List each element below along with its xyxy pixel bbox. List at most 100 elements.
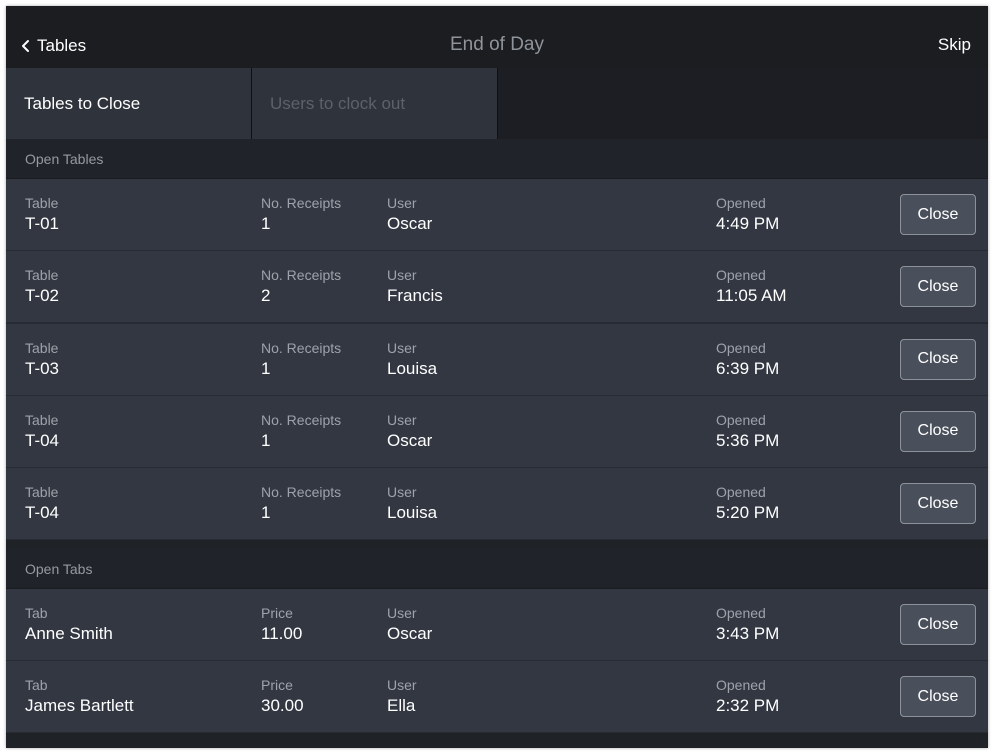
back-button[interactable]: Tables [16, 34, 86, 58]
tab-user-value: Oscar [387, 624, 433, 643]
tab-name: Tab Anne Smith [25, 605, 113, 644]
table-user: User Oscar [387, 412, 432, 451]
opened-time-value: 3:43 PM [716, 624, 780, 643]
open-tabs-header: Open Tabs [6, 549, 988, 589]
receipts-count: No. Receipts 1 [261, 484, 341, 523]
segment-control: Tables to Close Users to clock out [6, 68, 988, 139]
table-name: Table T-03 [25, 340, 59, 379]
receipts-count: No. Receipts 1 [261, 340, 341, 379]
tab-row: Tab James Bartlett Price 30.00 User Ella Opene… [6, 661, 988, 734]
table-user-label: User [387, 267, 417, 284]
tab-name-label: Tab [25, 677, 48, 694]
table-user-value: Oscar [387, 214, 433, 233]
opened-time-label: Opened [716, 484, 766, 500]
table-user-value: Francis [387, 286, 443, 306]
tab-price-label: Price [261, 677, 293, 694]
table-name: Table T-04 [25, 412, 59, 451]
table-name-value: T-01 [25, 214, 60, 233]
tab-price: Price 30.00 [261, 677, 304, 716]
table-user-value: Louisa [387, 503, 438, 522]
opened-time-label: Opened [716, 605, 766, 621]
close-table-button[interactable]: Close [900, 194, 976, 235]
table-name: Table T-01 [25, 195, 59, 234]
opened-time: Opened 4:49 PM [716, 195, 779, 234]
table-user-label: User [387, 339, 417, 356]
close-table-button[interactable]: Close [900, 338, 976, 380]
navigation-bar: Tables End of Day Skip [6, 6, 988, 68]
table-name: Table T-02 [25, 267, 59, 306]
tab-name-value: James Bartlett [25, 696, 134, 716]
tab-users-to-clock-out[interactable]: Users to clock out [252, 68, 498, 139]
table-name-label: Table [25, 411, 59, 428]
close-table-button[interactable]: Close [900, 410, 976, 452]
tab-tables-to-close[interactable]: Tables to Close [6, 68, 252, 139]
opened-time-value: 5:36 PM [716, 430, 780, 450]
opened-time-label: Opened [716, 267, 766, 284]
tab-name: Tab James Bartlett [25, 677, 134, 716]
end-of-day-screen: Tables End of Day Skip Tables to Close U… [6, 6, 988, 748]
receipts-count-label: No. Receipts [261, 267, 342, 284]
tab-price-value: 30.00 [261, 696, 304, 716]
table-name-label: Table [25, 484, 59, 500]
opened-time-label: Opened [716, 195, 766, 211]
tab-name-label: Tab [25, 605, 48, 621]
tab-name-value: Anne Smith [25, 624, 113, 643]
opened-time: Opened 2:32 PM [716, 677, 779, 716]
opened-time: Opened 6:39 PM [716, 340, 779, 379]
open-tables-header: Open Tables [6, 139, 988, 179]
table-user: User Louisa [387, 484, 437, 523]
tab-user-label: User [387, 605, 417, 621]
close-tab-button[interactable]: Close [900, 604, 976, 645]
tab-user: User Oscar [387, 605, 432, 644]
receipts-count-label: No. Receipts [261, 195, 342, 211]
opened-time: Opened 3:43 PM [716, 605, 779, 644]
close-table-button[interactable]: Close [900, 266, 976, 308]
chevron-left-icon [16, 36, 36, 56]
table-row: Table T-02 No. Receipts 2 User Francis Opened 1… [6, 251, 988, 324]
receipts-count-value: 1 [261, 358, 271, 378]
bottom-band [6, 733, 988, 748]
table-user-label: User [387, 484, 417, 500]
receipts-count-value: 1 [261, 430, 271, 450]
receipts-count-value: 2 [261, 286, 271, 306]
table-row: Table T-04 No. Receipts 1 User Louisa Opened 5:… [6, 468, 988, 540]
table-name-value: T-03 [25, 358, 60, 378]
receipts-count: No. Receipts 1 [261, 195, 341, 234]
page-title: End of Day [450, 34, 544, 55]
table-user: User Oscar [387, 195, 432, 234]
opened-time-value: 2:32 PM [716, 696, 780, 716]
table-name-value: T-02 [25, 286, 60, 306]
table-user-label: User [387, 411, 417, 428]
table-name-value: T-04 [25, 430, 60, 450]
receipts-count: No. Receipts 1 [261, 412, 341, 451]
table-row: Table T-04 No. Receipts 1 User Oscar Opened 5:3… [6, 395, 988, 468]
tab-price-label: Price [261, 605, 293, 621]
back-button-label: Tables [37, 36, 87, 55]
table-name: Table T-04 [25, 484, 59, 523]
segment-filler [498, 68, 988, 139]
opened-time-value: 4:49 PM [716, 214, 780, 233]
section-divider [6, 540, 988, 549]
opened-time-value: 5:20 PM [716, 503, 780, 522]
opened-time-label: Opened [716, 339, 766, 356]
opened-time-label: Opened [716, 411, 766, 428]
close-tab-button[interactable]: Close [900, 676, 976, 718]
table-name-label: Table [25, 195, 59, 211]
table-row: Table T-01 No. Receipts 1 User Oscar Opened 4:4… [6, 179, 988, 251]
table-user-value: Louisa [387, 358, 438, 378]
tab-price-value: 11.00 [261, 624, 303, 643]
opened-time-value: 11:05 AM [716, 286, 787, 306]
tab-user: User Ella [387, 677, 417, 716]
opened-time: Opened 5:20 PM [716, 484, 779, 523]
opened-time: Opened 11:05 AM [716, 267, 787, 306]
table-user: User Louisa [387, 340, 437, 379]
receipts-count-label: No. Receipts [261, 411, 342, 428]
table-user: User Francis [387, 267, 443, 306]
receipts-count-label: No. Receipts [261, 339, 342, 356]
opened-time: Opened 5:36 PM [716, 412, 779, 451]
tab-price: Price 11.00 [261, 605, 302, 644]
table-user-value: Oscar [387, 430, 433, 450]
skip-button[interactable]: Skip [937, 35, 971, 54]
receipts-count-label: No. Receipts [261, 484, 342, 500]
close-table-button[interactable]: Close [900, 483, 976, 524]
